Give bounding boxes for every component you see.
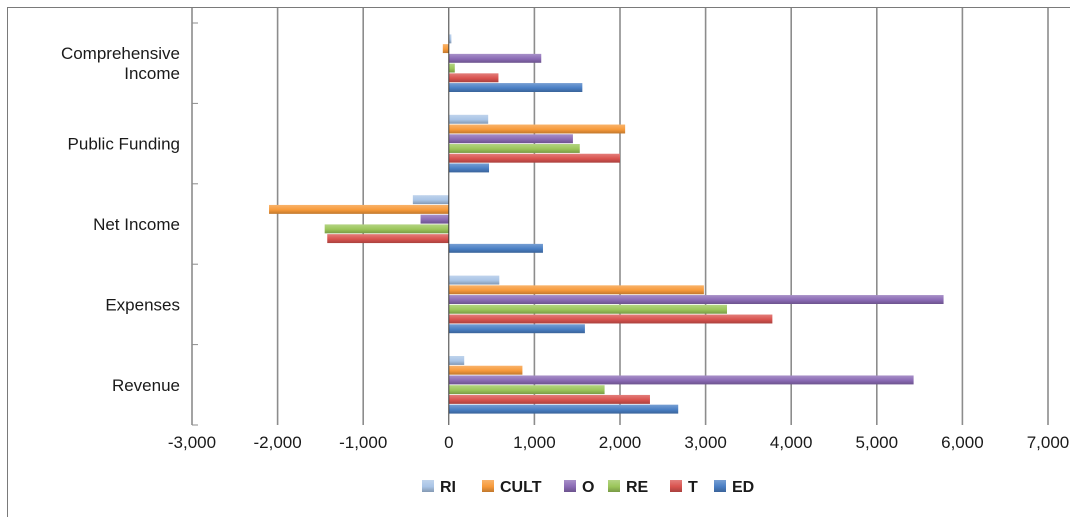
bar-o-net-income [421, 215, 449, 224]
bar-ed-expenses [449, 324, 585, 333]
bar-t-public-funding [449, 154, 620, 163]
legend-swatch [482, 480, 494, 492]
x-tick-label: 3,000 [684, 433, 727, 452]
bar-ed-net-income [449, 244, 543, 253]
category-label: Net Income [93, 215, 180, 234]
legend-label: RI [440, 479, 456, 496]
bar-o-comprehensive-income [449, 54, 541, 63]
bar-ed-revenue [449, 405, 678, 414]
bar-t-expenses [449, 315, 773, 324]
bar-re-public-funding [449, 144, 580, 153]
x-tick-label: 6,000 [941, 433, 984, 452]
bar-t-net-income [327, 234, 449, 243]
bar-t-revenue [449, 395, 650, 404]
bar-cult-net-income [269, 205, 449, 214]
x-tick-label: -1,000 [339, 433, 387, 452]
bar-re-revenue [449, 385, 605, 394]
bar-ed-comprehensive-income [449, 83, 583, 92]
legend-label: RE [626, 479, 649, 496]
x-tick-label: 5,000 [856, 433, 899, 452]
legend-item-t: T [670, 479, 698, 496]
x-tick-label: -2,000 [253, 433, 301, 452]
x-tick-label: 0 [444, 433, 453, 452]
bar-ri-net-income [413, 195, 449, 204]
legend-item-ed: ED [714, 479, 754, 496]
bar-cult-revenue [449, 366, 523, 375]
bar-re-comprehensive-income [449, 64, 455, 73]
x-tick-label: 4,000 [770, 433, 813, 452]
legend-swatch [422, 480, 434, 492]
x-tick-label: -3,000 [168, 433, 216, 452]
legend-swatch [564, 480, 576, 492]
bar-t-comprehensive-income [449, 73, 499, 82]
bar-o-public-funding [449, 134, 573, 143]
bar-cult-expenses [449, 285, 704, 294]
bar-ed-public-funding [449, 163, 489, 172]
legend-item-re: RE [608, 479, 649, 496]
x-tick-label: 2,000 [599, 433, 642, 452]
x-tick-label: 7,000 [1027, 433, 1070, 452]
bar-o-expenses [449, 295, 944, 304]
bar-ri-revenue [449, 356, 464, 365]
legend-label: ED [732, 479, 754, 496]
bar-ri-public-funding [449, 115, 488, 124]
category-label: Expenses [105, 295, 180, 314]
bar-re-net-income [325, 224, 449, 233]
legend-item-cult: CULT [482, 479, 542, 496]
bar-cult-public-funding [449, 125, 625, 134]
legend-swatch [670, 480, 682, 492]
bar-cult-comprehensive-income [443, 44, 449, 53]
bar-o-revenue [449, 375, 914, 384]
legend-label: O [582, 479, 594, 496]
legend-label: CULT [500, 479, 542, 496]
bar-ri-expenses [449, 276, 500, 285]
category-label: Revenue [112, 376, 180, 395]
legend-label: T [688, 479, 698, 496]
legend-swatch [608, 480, 620, 492]
legend-swatch [714, 480, 726, 492]
x-tick-label: 1,000 [513, 433, 556, 452]
category-label: Public Funding [68, 135, 180, 154]
legend-item-o: O [564, 479, 594, 496]
bar-re-expenses [449, 305, 727, 314]
legend-item-ri: RI [422, 479, 456, 496]
